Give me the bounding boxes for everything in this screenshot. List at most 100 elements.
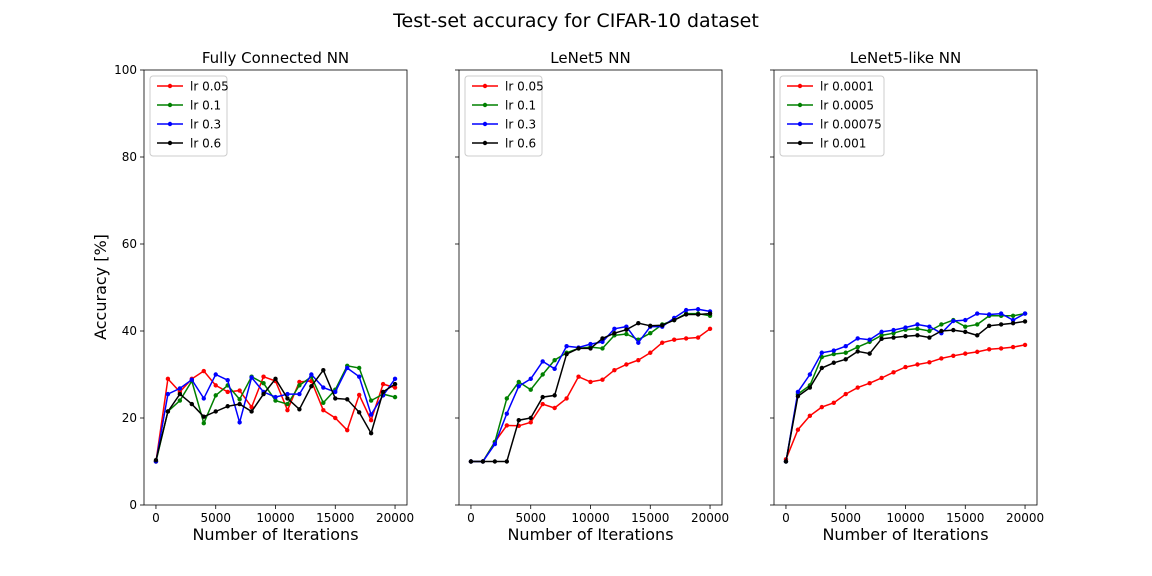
data-point [165, 376, 171, 382]
data-point [855, 336, 860, 341]
data-point [636, 357, 641, 363]
data-point [564, 351, 569, 357]
legend-label: lr 0.0005 [820, 99, 874, 113]
data-point [695, 307, 701, 312]
data-point [1022, 311, 1028, 316]
data-point [795, 394, 801, 399]
legend-marker [167, 102, 173, 108]
data-point [576, 346, 581, 351]
y-tick-label: 100 [114, 63, 137, 77]
data-point [237, 397, 242, 402]
data-point [624, 324, 629, 329]
data-point [237, 388, 242, 393]
legend-label: lr 0.05 [190, 80, 229, 94]
x-tick-label: 5000 [515, 511, 546, 525]
data-point [345, 427, 350, 433]
data-point [1010, 317, 1016, 323]
data-point [819, 404, 825, 410]
data-point [321, 400, 326, 405]
data-point [660, 340, 665, 345]
data-point [795, 427, 801, 432]
data-point [707, 311, 713, 316]
legend-label: lr 0.05 [505, 80, 544, 94]
data-point [516, 384, 521, 389]
y-tick-label: 40 [122, 324, 137, 338]
data-point [177, 398, 183, 403]
data-point [213, 393, 218, 398]
x-tick-label: 20000 [376, 511, 414, 525]
legend-label: lr 0.1 [505, 99, 536, 113]
data-point [516, 379, 521, 385]
data-point [321, 407, 326, 413]
data-point [356, 392, 362, 398]
data-point [975, 311, 980, 316]
data-point [695, 335, 701, 340]
legend-marker [482, 140, 488, 146]
data-point [333, 389, 338, 395]
data-point [695, 312, 701, 317]
legend-marker [167, 83, 173, 89]
data-point [1010, 313, 1016, 318]
data-point [855, 385, 860, 390]
data-point [285, 396, 290, 401]
data-point [540, 401, 545, 407]
legend-marker [482, 102, 488, 108]
y-axis-label: Accuracy [%] [91, 234, 110, 340]
data-point [333, 415, 338, 421]
legend-marker [797, 140, 803, 146]
legend-marker [167, 140, 173, 146]
data-point [831, 351, 836, 357]
data-point [843, 350, 848, 355]
data-point [528, 376, 533, 382]
data-point [600, 339, 605, 345]
data-point [951, 353, 956, 358]
legend-label: lr 0.6 [190, 137, 221, 151]
data-point [612, 326, 617, 332]
data-point [368, 417, 374, 423]
data-point [975, 322, 980, 327]
data-point [843, 344, 848, 349]
data-point [504, 423, 510, 428]
x-tick-label: 0 [782, 511, 790, 525]
subplot-1: Fully Connected NN 0 5000 10000 15000 20000 0 2… [114, 49, 414, 544]
data-point [309, 384, 314, 389]
data-point [297, 407, 302, 412]
data-point [939, 322, 944, 327]
data-point [273, 376, 278, 382]
series-4 [783, 319, 1028, 464]
data-point [392, 381, 398, 387]
legend-marker [797, 102, 803, 108]
data-point [261, 374, 266, 379]
data-point [528, 387, 533, 392]
x-tick-label: 0 [152, 511, 160, 525]
legend: lr 0.0001 lr 0.0005 lr 0.00075 lr 0.001 [779, 75, 885, 157]
data-point [380, 389, 386, 395]
axes-frame [143, 69, 408, 506]
data-point [261, 391, 266, 397]
data-point [624, 331, 629, 337]
data-point [927, 360, 932, 365]
data-point [392, 385, 398, 390]
subplot-title: LeNet5 NN [550, 49, 630, 67]
data-point [819, 350, 825, 355]
data-point [819, 365, 825, 371]
data-point [986, 323, 992, 328]
data-point [807, 385, 813, 390]
subplot-3: LeNet5-like NN 0 5000 10000 15000 20000 Number… [770, 49, 1044, 544]
data-point [201, 368, 206, 374]
x-axis-label: Number of Iterations [192, 525, 358, 544]
data-point [504, 396, 510, 401]
data-point [998, 322, 1004, 327]
legend: lr 0.05 lr 0.1 lr 0.3 lr 0.6 [149, 75, 229, 157]
data-point [380, 381, 386, 387]
data-point [903, 334, 908, 339]
data-point [624, 327, 629, 332]
y-tick-label: 60 [122, 237, 137, 251]
data-point [368, 412, 374, 417]
data-point [588, 341, 593, 347]
subplot-title: Fully Connected NN [202, 49, 349, 67]
data-point [915, 322, 920, 327]
data-point [975, 349, 980, 355]
data-point [648, 350, 653, 355]
legend-label: lr 0.3 [505, 118, 536, 132]
